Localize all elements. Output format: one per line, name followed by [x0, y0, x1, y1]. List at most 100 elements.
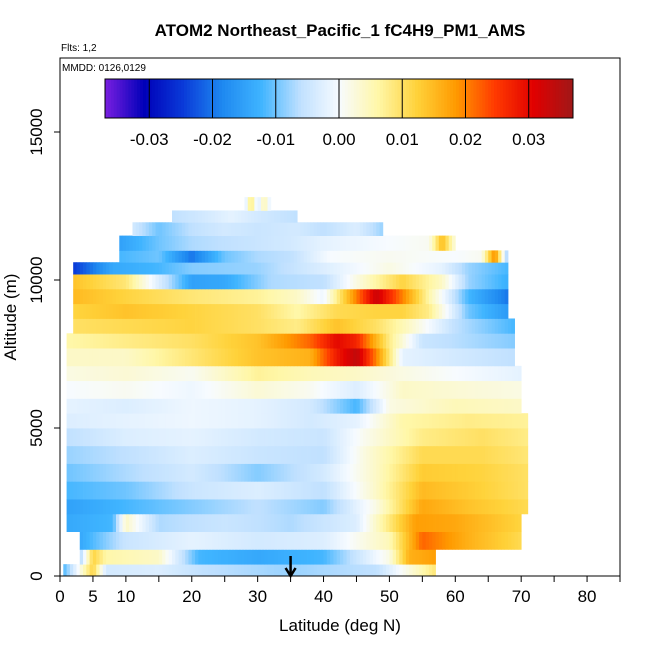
heatmap-cell: [448, 531, 453, 550]
heatmap-cell: [228, 262, 232, 275]
heatmap-cell: [452, 235, 456, 251]
heatmap-cell: [119, 481, 123, 500]
heatmap-cell: [214, 499, 219, 515]
heatmap-cell: [316, 222, 321, 236]
heatmap-cell: [405, 318, 410, 334]
heatmap-cell: [125, 318, 130, 334]
colorbar-swatch: [570, 79, 574, 118]
heatmap-cell: [336, 235, 341, 251]
heatmap-cell: [363, 303, 367, 319]
heatmap-cell: [86, 445, 91, 464]
heatmap-cell: [346, 445, 351, 464]
heatmap-cell: [405, 235, 410, 251]
heatmap-cell: [178, 513, 183, 532]
heatmap-cell: [501, 365, 506, 382]
heatmap-cell: [181, 288, 186, 305]
heatmap-cell: [264, 235, 268, 251]
heatmap-cell: [290, 549, 295, 565]
heatmap-cell: [458, 380, 463, 399]
heatmap-cell: [514, 513, 519, 532]
heatmap-cell: [208, 303, 212, 319]
heatmap-cell: [69, 428, 74, 447]
heatmap-cell: [310, 262, 315, 275]
heatmap-cell: [211, 463, 216, 482]
heatmap-cell: [363, 428, 367, 447]
heatmap-cell: [465, 428, 469, 447]
heatmap-cell: [148, 531, 153, 550]
heatmap-cell: [148, 222, 153, 236]
heatmap-cell: [491, 303, 496, 319]
heatmap-cell: [280, 288, 285, 305]
heatmap-cell: [346, 318, 351, 334]
heatmap-cell: [432, 318, 436, 334]
heatmap-cell: [181, 413, 186, 429]
heatmap-cell: [293, 413, 298, 429]
heatmap-cell: [132, 428, 137, 447]
heatmap-cell: [218, 481, 222, 500]
heatmap-cell: [428, 499, 433, 515]
heatmap-cell: [300, 365, 305, 382]
heatmap-cell: [442, 235, 446, 251]
heatmap-cell: [142, 463, 147, 482]
heatmap-cell: [287, 262, 291, 275]
heatmap-cell: [270, 262, 275, 275]
heatmap-cell: [448, 428, 453, 447]
heatmap-cell: [428, 274, 433, 290]
colorbar-swatch: [201, 79, 205, 118]
heatmap-cell: [382, 445, 387, 464]
heatmap-cell: [86, 333, 91, 349]
heatmap-cell: [185, 428, 189, 447]
heatmap-cell: [481, 348, 486, 367]
heatmap-cell: [445, 513, 450, 532]
heatmap-cell: [508, 531, 512, 550]
heatmap-cell: [244, 513, 249, 532]
heatmap-cell: [412, 274, 417, 290]
heatmap-cell: [270, 481, 275, 500]
heatmap-cell: [359, 499, 364, 515]
heatmap-cell: [270, 318, 275, 334]
heatmap-cell: [366, 333, 371, 349]
heatmap-cell: [122, 413, 127, 429]
heatmap-cell: [221, 413, 226, 429]
heatmap-cell: [280, 262, 285, 275]
colorbar-swatch: [502, 79, 507, 118]
heatmap-cell: [303, 222, 308, 236]
heatmap-cell: [86, 348, 91, 367]
heatmap-cell: [277, 481, 282, 500]
heatmap-cell: [191, 333, 196, 349]
heatmap-cell: [468, 413, 473, 429]
heatmap-cell: [382, 235, 387, 251]
heatmap-cell: [481, 499, 486, 515]
heatmap-cell: [224, 365, 229, 382]
heatmap-cell: [119, 274, 123, 290]
heatmap-cell: [300, 549, 305, 565]
heatmap-cell: [168, 413, 173, 429]
heatmap-cell: [267, 499, 272, 515]
heatmap-cell: [125, 531, 130, 550]
heatmap-cell: [92, 288, 97, 305]
heatmap-cell: [102, 262, 107, 275]
heatmap-cell: [297, 564, 301, 576]
heatmap-cell: [191, 413, 196, 429]
heatmap-cell: [356, 380, 361, 399]
heatmap-cell: [379, 333, 384, 349]
heatmap-cell: [119, 288, 123, 305]
heatmap-cell: [109, 318, 114, 334]
heatmap-cell: [142, 303, 147, 319]
heatmap-cell: [336, 531, 341, 550]
heatmap-cell: [303, 365, 308, 382]
heatmap-cell: [172, 274, 176, 290]
heatmap-cell: [185, 499, 189, 515]
heatmap-cell: [363, 365, 367, 382]
heatmap-cell: [92, 564, 97, 576]
heatmap-cell: [76, 365, 81, 382]
heatmap-cell: [165, 222, 170, 236]
heatmap-cell: [353, 445, 357, 464]
heatmap-cell: [313, 513, 318, 532]
heatmap-cell: [336, 463, 341, 482]
heatmap-cell: [320, 250, 324, 263]
heatmap-cell: [178, 463, 183, 482]
heatmap-cell: [135, 463, 140, 482]
heatmap-cell: [409, 428, 413, 447]
heatmap-cell: [323, 531, 328, 550]
